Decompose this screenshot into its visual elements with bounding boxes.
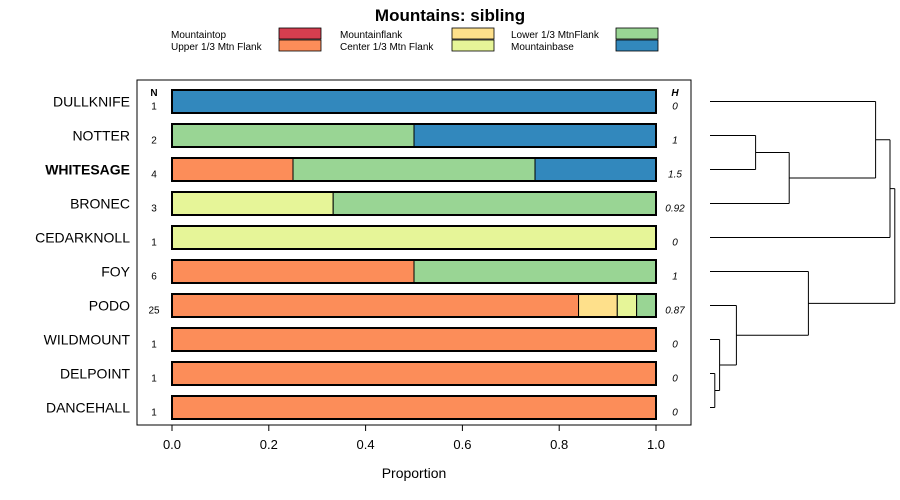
bar-segment — [332, 191, 657, 216]
bar-outline — [171, 157, 657, 182]
x-tick-label: 0.4 — [357, 437, 375, 452]
h-value: 1.5 — [668, 170, 682, 181]
legend-label: Mountainbase — [511, 42, 574, 53]
h-value: 0 — [672, 340, 678, 351]
row-label: NOTTER — [72, 128, 130, 144]
row-label: BRONEC — [70, 196, 130, 212]
bar-segment — [171, 89, 657, 114]
bar-segment — [171, 395, 657, 420]
x-axis: 0.0 0.2 0.4 0.6 0.8 1.0 — [163, 425, 665, 452]
h-value: 0.92 — [665, 204, 685, 215]
bar-outline — [171, 123, 657, 148]
n-value: 2 — [151, 136, 157, 147]
legend-label: Lower 1/3 MtnFlank — [511, 30, 600, 41]
bar-outline — [171, 89, 657, 114]
bar-segment — [171, 293, 580, 318]
n-value: 6 — [151, 272, 157, 283]
n-value: 1 — [151, 374, 157, 385]
x-tick-label: 0.8 — [550, 437, 568, 452]
bar-segment — [171, 123, 415, 148]
bar-segment — [171, 191, 334, 216]
bar-segment — [171, 157, 294, 182]
h-value: 0.87 — [665, 306, 685, 317]
legend-label: Mountainflank — [340, 30, 403, 41]
x-tick-label: 1.0 — [647, 437, 665, 452]
legend-label: Upper 1/3 Mtn Flank — [171, 42, 263, 53]
row-label: WILDMOUNT — [44, 332, 131, 348]
h-value: 1 — [672, 272, 678, 283]
x-axis-label: Proportion — [382, 465, 447, 481]
legend-label: Center 1/3 Mtn Flank — [340, 42, 434, 53]
bar-rows: DULLKNIFE 1 0 NOTTER 2 1 WHITESAGE 4 1.5 BRONEC 3 0… — [35, 89, 685, 420]
bar-segment — [616, 293, 638, 318]
bar-segment — [292, 157, 536, 182]
x-tick-label: 0.6 — [453, 437, 471, 452]
n-value: 1 — [151, 408, 157, 419]
x-tick-label: 0.2 — [260, 437, 278, 452]
bar-segment — [171, 259, 415, 284]
bar-outline — [171, 361, 657, 386]
n-value: 1 — [151, 340, 157, 351]
bar-segment — [578, 293, 618, 318]
legend-swatch — [451, 39, 495, 52]
n-value: 1 — [151, 238, 157, 249]
bar-outline — [171, 293, 657, 318]
bar-segment — [413, 123, 657, 148]
h-value: 0 — [672, 238, 678, 249]
h-column-header: H — [671, 88, 679, 99]
legend-swatch — [278, 39, 322, 52]
bar-outline — [171, 191, 657, 216]
bar-segment — [413, 259, 657, 284]
legend-swatch — [615, 27, 659, 40]
bar-outline — [171, 225, 657, 250]
bar-segment — [171, 361, 657, 386]
plot-frame — [136, 79, 692, 426]
bar-segment — [534, 157, 657, 182]
chart-title: Mountains: sibling — [375, 6, 525, 25]
row-label: DANCEHALL — [46, 400, 130, 416]
h-value: 0 — [672, 374, 678, 385]
dendrogram — [710, 101, 896, 408]
row-label: DELPOINT — [60, 366, 130, 382]
h-value: 1 — [672, 136, 678, 147]
x-tick-label: 0.0 — [163, 437, 181, 452]
row-label: FOY — [101, 264, 130, 280]
bar-segment — [636, 293, 657, 318]
n-column-header: N — [150, 88, 157, 99]
legend-swatch — [278, 27, 322, 40]
h-value: 0 — [672, 102, 678, 113]
bar-outline — [171, 259, 657, 284]
bar-segment — [171, 327, 657, 352]
n-value: 1 — [151, 102, 157, 113]
n-value: 3 — [151, 204, 157, 215]
legend-swatch — [615, 39, 659, 52]
bar-outline — [171, 327, 657, 352]
bar-segment — [171, 225, 657, 250]
row-label: CEDARKNOLL — [35, 230, 130, 246]
n-value: 4 — [151, 170, 157, 181]
row-label: WHITESAGE — [45, 162, 130, 178]
n-value: 25 — [148, 306, 160, 317]
bar-outline — [171, 395, 657, 420]
legend-label: Mountaintop — [171, 30, 226, 41]
row-label: DULLKNIFE — [53, 94, 130, 110]
h-value: 0 — [672, 408, 678, 419]
legend-swatch — [451, 27, 495, 40]
row-label: PODO — [89, 298, 130, 314]
